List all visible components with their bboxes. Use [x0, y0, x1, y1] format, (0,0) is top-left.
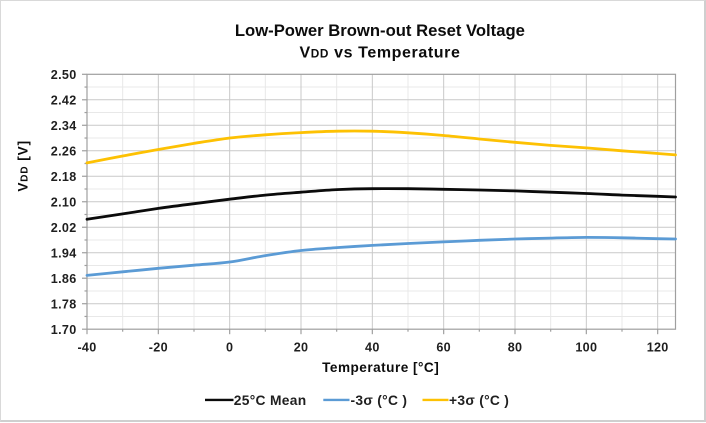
svg-text:VDD vs Temperature: VDD vs Temperature [300, 45, 461, 62]
svg-text:-20: -20 [149, 340, 168, 354]
svg-text:Low-Power Brown-out Reset Volt: Low-Power Brown-out Reset Voltage [235, 21, 525, 40]
svg-text:100: 100 [575, 340, 597, 354]
svg-text:0: 0 [226, 340, 233, 354]
svg-text:VDD [V]: VDD [V] [15, 140, 30, 192]
svg-text:40: 40 [365, 340, 380, 354]
svg-text:120: 120 [647, 340, 669, 354]
svg-text:+3σ (°C ): +3σ (°C ) [449, 393, 509, 408]
svg-text:1.94: 1.94 [51, 246, 77, 260]
svg-text:2.26: 2.26 [51, 144, 77, 158]
svg-text:-3σ (°C ): -3σ (°C ) [351, 393, 408, 408]
svg-text:1.86: 1.86 [51, 272, 77, 286]
svg-text:2.50: 2.50 [51, 68, 77, 82]
svg-text:2.10: 2.10 [51, 195, 77, 209]
svg-text:2.02: 2.02 [51, 221, 77, 235]
svg-text:25°C Mean: 25°C Mean [234, 393, 307, 408]
svg-text:2.18: 2.18 [51, 170, 77, 184]
svg-text:1.78: 1.78 [51, 297, 77, 311]
svg-text:60: 60 [436, 340, 451, 354]
svg-text:-40: -40 [77, 340, 96, 354]
svg-text:Temperature [°C]: Temperature [°C] [322, 360, 439, 375]
svg-text:1.70: 1.70 [51, 323, 77, 337]
svg-text:20: 20 [294, 340, 309, 354]
svg-text:2.34: 2.34 [51, 119, 77, 133]
svg-text:2.42: 2.42 [51, 93, 77, 107]
svg-text:80: 80 [508, 340, 523, 354]
